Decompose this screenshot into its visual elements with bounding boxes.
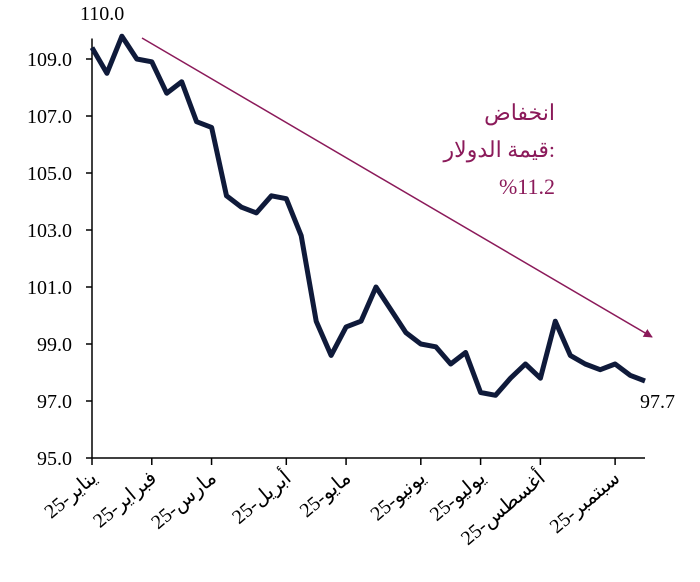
y-tick-label: 107.0: [27, 106, 72, 128]
x-tick-label: أبريل-25: [226, 464, 296, 529]
y-tick-label: 109.0: [27, 49, 72, 71]
start-label: 110.0: [80, 3, 124, 25]
annotation: انخفاض: [484, 100, 555, 126]
y-tick-label: 105.0: [27, 163, 72, 185]
annotation: %11.2: [499, 174, 555, 199]
x-tick-label: مارس-25: [147, 467, 221, 534]
x-tick-label: مايو-25: [296, 467, 356, 522]
series-line: [89, 33, 646, 398]
y-tick-label: 103.0: [27, 220, 72, 242]
y-tick-label: 99.0: [37, 334, 72, 356]
x-tick-label: سبتمبر-25: [546, 467, 625, 538]
trend-arrow: [141, 37, 653, 338]
y-tick-label: 101.0: [27, 277, 72, 299]
end-label: 97.7: [640, 391, 675, 413]
x-tick-label: يونيو-25: [366, 467, 430, 525]
y-tick-label: 97.0: [37, 391, 72, 413]
y-tick-label: 95.0: [37, 448, 72, 470]
x-tick-label: فبراير-25: [89, 467, 161, 532]
annotation: قيمة الدولار:: [443, 137, 555, 163]
